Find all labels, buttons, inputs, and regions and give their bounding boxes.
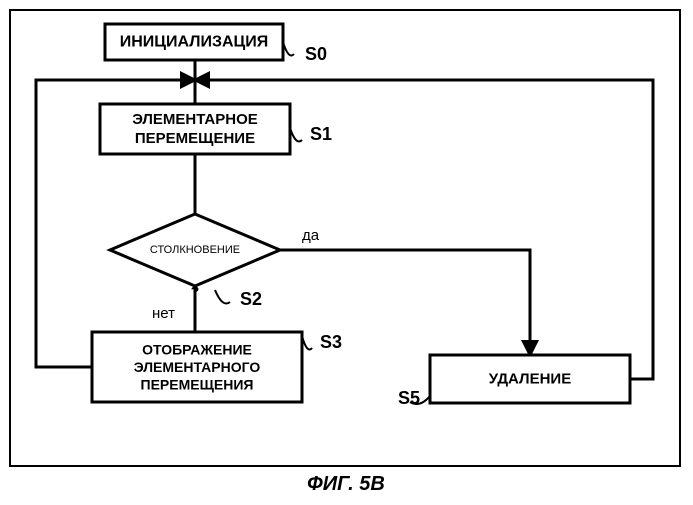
node-s2-label: СТОЛКНОВЕНИЕ <box>150 244 240 256</box>
node-s0-label: ИНИЦИАЛИЗАЦИЯ <box>120 34 268 51</box>
node-s2-qmark: ? <box>191 283 200 299</box>
tag-s2: S2 <box>240 289 262 309</box>
flowchart-canvas: ИНИЦИАЛИЗАЦИЯ S0 ЭЛЕМЕНТАРНОЕ ПЕРЕМЕЩЕНИЕ S1… <box>0 0 693 500</box>
node-s1-line1: ПЕРЕМЕЩЕНИЕ <box>135 130 255 147</box>
tag-hook <box>290 128 302 142</box>
node-s1-line0: ЭЛЕМЕНТАРНОЕ <box>132 111 258 128</box>
edge-yes-label: да <box>302 227 320 244</box>
tag-s1: S1 <box>310 124 332 144</box>
edge-s2-yes <box>280 250 530 355</box>
edge-no-label: нет <box>152 305 175 322</box>
tag-s0: S0 <box>305 44 327 64</box>
node-s3-line2: ПЕРЕМЕЩЕНИЯ <box>141 377 254 393</box>
tag-hook <box>215 290 230 304</box>
figure-caption: ФИГ. 5B <box>307 473 385 495</box>
node-s5-label: УДАЛЕНИЕ <box>489 371 571 388</box>
tag-hook <box>283 42 294 56</box>
node-s3-line0: ОТОБРАЖЕНИЕ <box>142 342 252 358</box>
tag-s5: S5 <box>398 388 420 408</box>
tag-s3: S3 <box>320 332 342 352</box>
node-s3-line1: ЭЛЕМЕНТАРНОГО <box>134 359 261 375</box>
